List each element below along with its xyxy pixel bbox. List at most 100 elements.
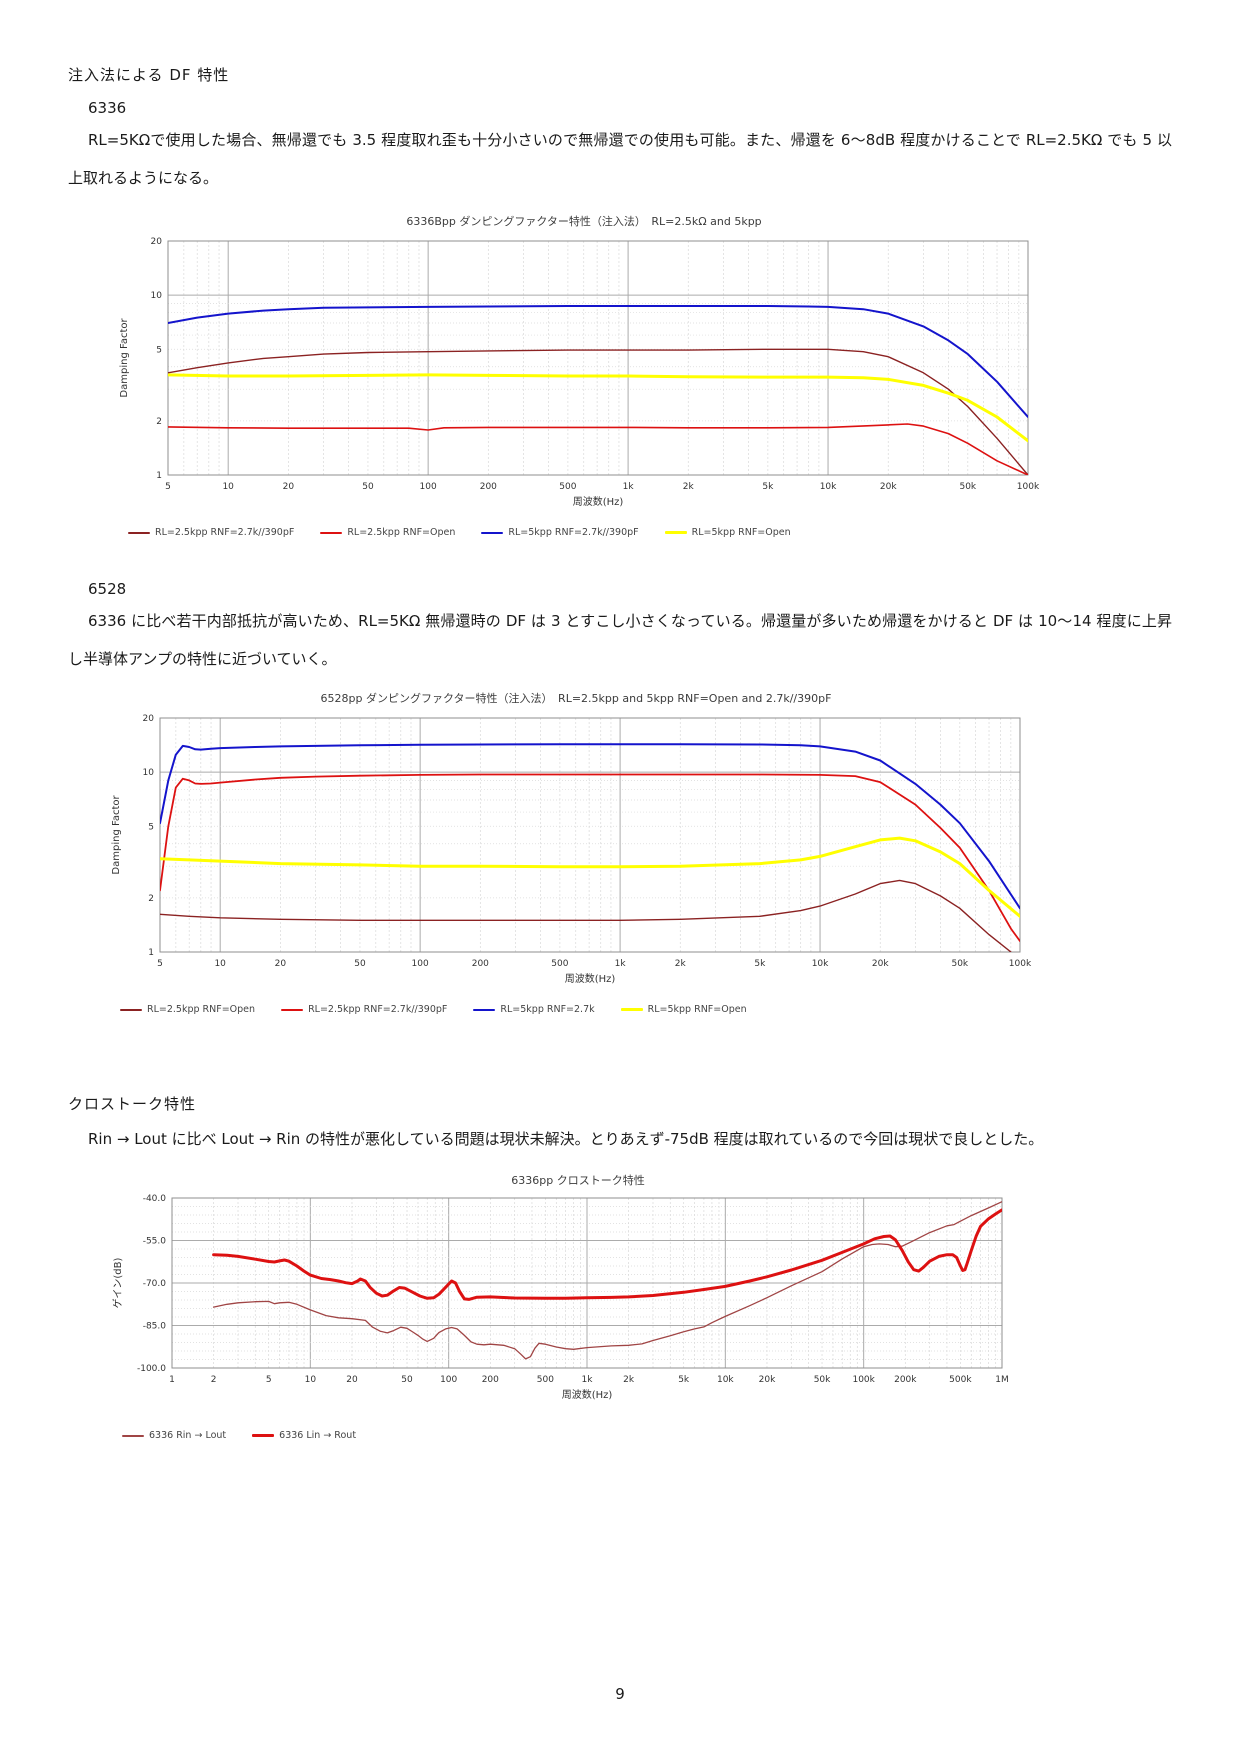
svg-text:2: 2 <box>211 1375 217 1385</box>
legend-swatch <box>620 1008 643 1011</box>
svg-text:500: 500 <box>537 1375 554 1385</box>
section-heading-crosstalk: クロストーク特性 <box>68 1095 197 1113</box>
crosstalk-chart-title: 6336pp クロストーク特性 <box>511 1174 645 1187</box>
df-chart-6528: 5 10 20 50 100 200 500 1k 2k 5k 10k 20k 50k 100k 20 10 5… <box>111 714 1032 985</box>
legend-swatch <box>664 531 687 534</box>
svg-text:100: 100 <box>412 959 429 969</box>
svg-text:5k: 5k <box>762 482 774 492</box>
svg-text:200: 200 <box>472 959 489 969</box>
svg-text:2k: 2k <box>675 959 687 969</box>
svg-text:500: 500 <box>559 482 576 492</box>
page-number: 9 <box>615 1685 625 1703</box>
svg-text:2k: 2k <box>683 482 695 492</box>
svg-text:5k: 5k <box>754 959 766 969</box>
svg-text:100: 100 <box>440 1375 457 1385</box>
svg-text:10: 10 <box>305 1375 317 1385</box>
svg-text:50: 50 <box>362 482 374 492</box>
chart-series <box>160 879 1012 952</box>
svg-text:-40.0: -40.0 <box>143 1194 167 1204</box>
svg-text:5: 5 <box>165 482 171 492</box>
df-chart-6336: 5 10 20 50 100 200 500 1k 2k 5k 10k 20k 50k 100k 20 10 5… <box>119 237 1040 508</box>
svg-text:20k: 20k <box>759 1375 776 1385</box>
svg-text:20: 20 <box>346 1375 358 1385</box>
svg-text:50k: 50k <box>959 482 976 492</box>
df-chart-6528-legend: RL=2.5kpp RNF=Open RL=2.5kpp RNF=2.7k//39… <box>106 1000 1046 1015</box>
crosstalk-chart-legend: 6336 Rin → Lout 6336 Lin → Rout <box>108 1426 1048 1441</box>
legend-swatch <box>122 1434 144 1437</box>
svg-text:2: 2 <box>148 894 154 904</box>
legend-label: RL=5kpp RNF=Open <box>647 1004 747 1015</box>
legend-item: RL=5kpp RNF=Open <box>620 1004 747 1015</box>
chart-series <box>168 373 1028 443</box>
chart-series <box>168 423 1028 475</box>
svg-text:200k: 200k <box>894 1375 917 1385</box>
svg-text:2k: 2k <box>623 1375 635 1385</box>
legend-item: 6336 Lin → Rout <box>252 1430 356 1441</box>
svg-text:1: 1 <box>169 1375 175 1385</box>
x-axis-label: 周波数(Hz) <box>562 1388 613 1401</box>
legend-label: RL=2.5kpp RNF=2.7k//390pF <box>155 527 295 538</box>
svg-text:10: 10 <box>214 959 226 969</box>
legend-label: 6336 Rin → Lout <box>149 1430 227 1441</box>
legend-item: RL=5kpp RNF=2.7k//390pF <box>481 527 639 538</box>
svg-text:20k: 20k <box>872 959 889 969</box>
legend-swatch <box>320 531 343 534</box>
y-axis-label: Damping Factor <box>119 318 130 398</box>
chart-series <box>168 348 1028 475</box>
y-axis-label: Damping Factor <box>111 795 122 875</box>
legend-label: RL=5kpp RNF=Open <box>691 527 791 538</box>
legend-swatch <box>481 531 504 534</box>
svg-text:50: 50 <box>354 959 366 969</box>
svg-text:500k: 500k <box>949 1375 972 1385</box>
svg-text:1k: 1k <box>615 959 627 969</box>
svg-text:200: 200 <box>480 482 497 492</box>
y-axis-label: ゲイン(dB) <box>112 1257 124 1308</box>
svg-text:200: 200 <box>482 1375 499 1385</box>
legend-label: 6336 Lin → Rout <box>279 1430 357 1441</box>
legend-item: RL=2.5kpp RNF=Open <box>320 527 455 538</box>
x-axis-label: 周波数(Hz) <box>565 972 616 985</box>
legend-label: RL=2.5kpp RNF=2.7k//390pF <box>308 1004 448 1015</box>
svg-text:50: 50 <box>401 1375 413 1385</box>
section-heading-df: 注入法による DF 特性 <box>68 66 230 84</box>
svg-text:-100.0: -100.0 <box>137 1364 166 1374</box>
chart-series <box>160 836 1020 918</box>
svg-text:10: 10 <box>222 482 234 492</box>
svg-text:5k: 5k <box>678 1375 690 1385</box>
svg-text:-55.0: -55.0 <box>143 1237 167 1247</box>
legend-item: RL=2.5kpp RNF=2.7k//390pF <box>281 1004 447 1015</box>
df-chart-6528-title: 6528pp ダンピングファクター特性（注入法） RL=2.5kpp and 5… <box>320 692 832 705</box>
legend-label: RL=5kpp RNF=2.7k <box>500 1004 595 1015</box>
crosstalk-chart-block: 6336pp クロストーク特性 1 2 5 10 20 50 100 200 500 1k 2k 5k… <box>108 1172 1048 1441</box>
legend-swatch <box>120 1008 142 1011</box>
svg-text:5: 5 <box>156 345 162 355</box>
svg-text:2: 2 <box>156 417 162 427</box>
svg-text:20k: 20k <box>880 482 897 492</box>
chart-series <box>160 743 1020 910</box>
svg-text:100: 100 <box>420 482 437 492</box>
svg-text:1: 1 <box>148 948 154 958</box>
legend-label: RL=2.5kpp RNF=Open <box>347 527 456 538</box>
svg-text:5: 5 <box>157 959 163 969</box>
df-chart-6336-block: 6336Bpp ダンピングファクター特性（注入法） RL=2.5kΩ and 5… <box>114 213 1054 538</box>
svg-text:10k: 10k <box>717 1375 734 1385</box>
svg-text:100k: 100k <box>852 1375 875 1385</box>
svg-text:10k: 10k <box>820 482 837 492</box>
chart-series <box>212 1201 1002 1360</box>
svg-text:5: 5 <box>266 1375 272 1385</box>
chart-series <box>160 773 1020 942</box>
svg-text:1k: 1k <box>623 482 635 492</box>
svg-text:20: 20 <box>151 237 163 247</box>
svg-text:20: 20 <box>143 714 155 724</box>
svg-text:100k: 100k <box>1017 482 1040 492</box>
legend-label: RL=2.5kpp RNF=Open <box>147 1004 256 1015</box>
svg-text:10: 10 <box>143 768 155 778</box>
svg-text:50k: 50k <box>951 959 968 969</box>
legend-item: RL=5kpp RNF=2.7k <box>473 1004 595 1015</box>
df-chart-6336-legend: RL=2.5kpp RNF=2.7k//390pF RL=2.5kpp RNF=O… <box>114 523 1054 538</box>
legend-item: RL=5kpp RNF=Open <box>664 527 791 538</box>
svg-text:1: 1 <box>156 471 162 481</box>
svg-text:10k: 10k <box>812 959 829 969</box>
svg-text:20: 20 <box>275 959 287 969</box>
